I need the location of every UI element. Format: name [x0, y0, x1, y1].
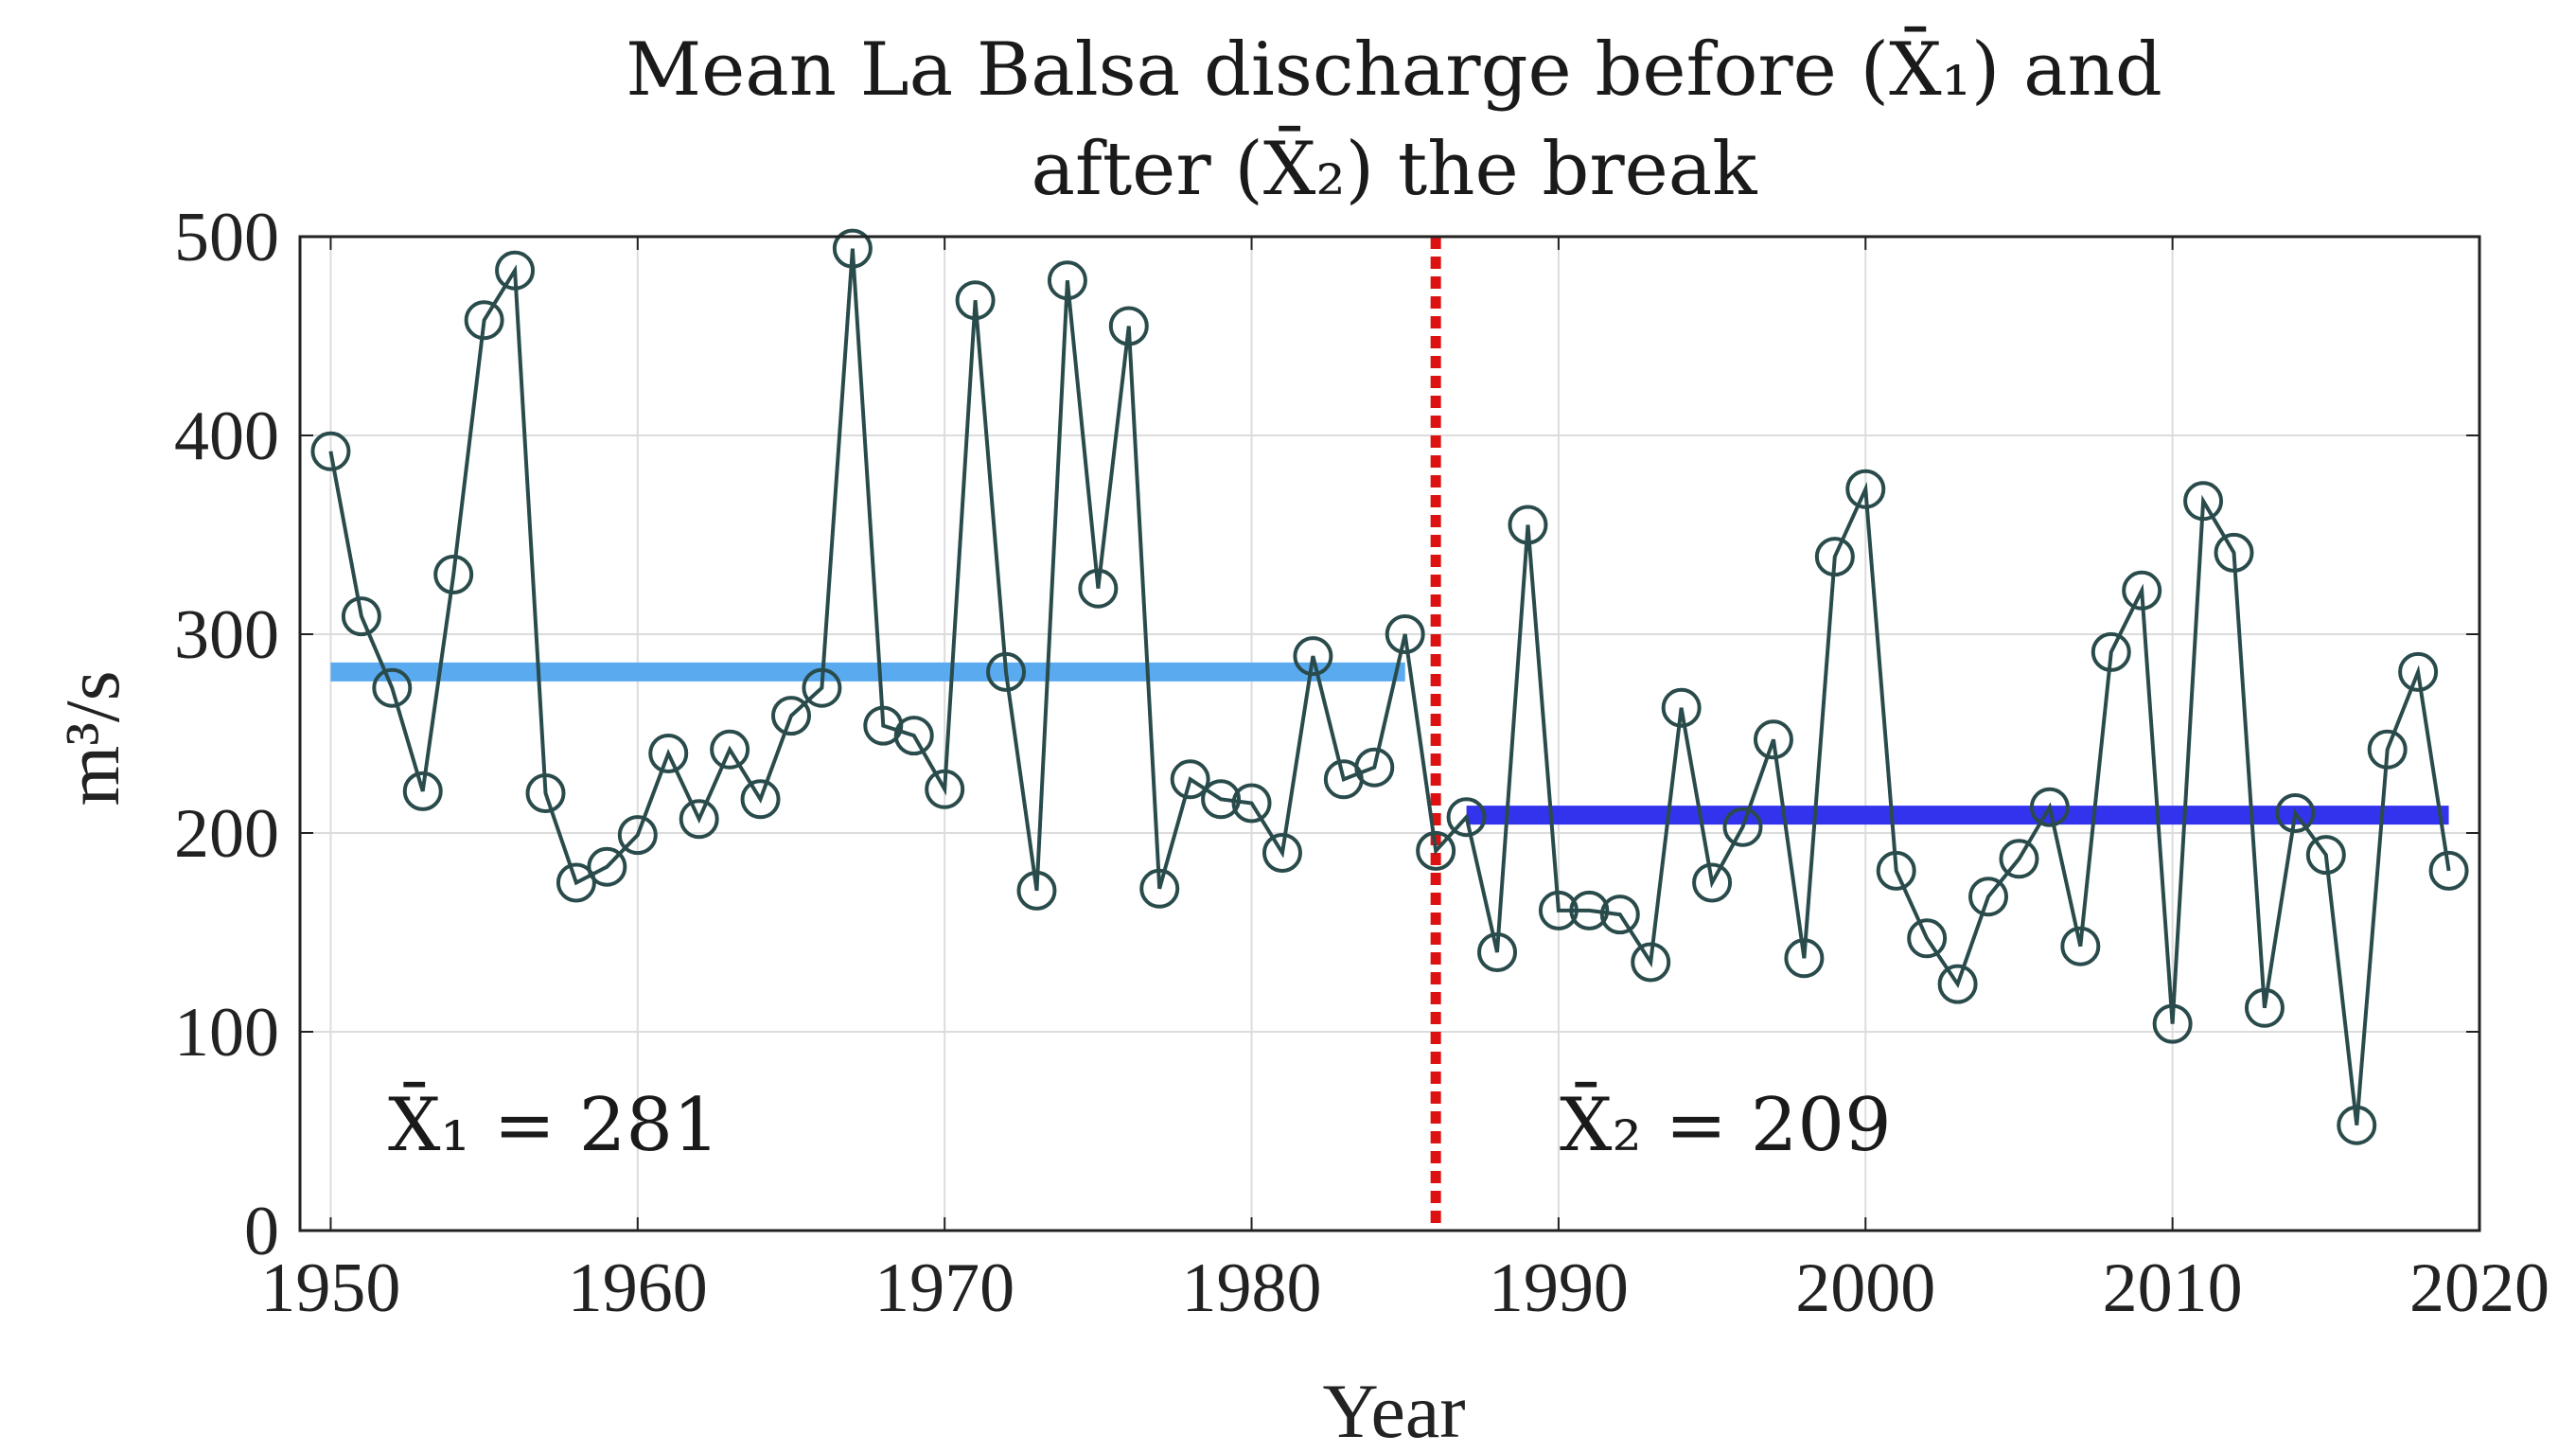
data-point-2002 [1907, 918, 1948, 959]
data-point-1997 [1753, 719, 1793, 760]
data-point-1953 [402, 771, 443, 811]
plot-frame [298, 235, 2481, 1232]
data-point-1967 [832, 228, 873, 269]
data-point-1952 [372, 667, 413, 708]
x-axis-label: Year [1322, 1368, 1465, 1453]
data-point-2019 [2428, 850, 2469, 891]
data-point-2010 [2152, 1003, 2193, 1044]
data-point-2018 [2398, 651, 2439, 692]
x-tick-label: 1990 [1489, 1249, 1629, 1327]
x-tick-label: 1960 [568, 1249, 708, 1327]
x-tick-label: 2010 [2103, 1249, 2243, 1327]
data-point-1975 [1078, 568, 1119, 609]
data-point-1981 [1262, 833, 1302, 873]
data-point-1994 [1661, 687, 1702, 728]
x-tick-label: 1950 [260, 1249, 400, 1327]
data-point-2005 [1999, 839, 2039, 879]
data-point-1955 [464, 300, 504, 341]
data-point-1995 [1692, 862, 1733, 903]
x-tick-label: 2020 [2409, 1249, 2550, 1327]
data-point-2012 [2214, 532, 2254, 573]
data-point-1987 [1446, 797, 1487, 838]
data-point-1990 [1538, 890, 1579, 930]
data-point-1980 [1231, 783, 1272, 824]
mean-before-annotation: X̄₁ = 281 [388, 1081, 720, 1168]
data-point-2008 [2091, 631, 2131, 672]
data-point-1956 [495, 250, 536, 291]
x-tick-label: 1970 [874, 1249, 1015, 1327]
y-axis-ticks: 0 100 200 300 400 500 [174, 199, 2479, 1270]
data-point-2014 [2275, 793, 2316, 833]
y-tick-label: 500 [174, 199, 279, 276]
data-point-1979 [1201, 779, 1242, 820]
data-point-2003 [1937, 964, 1978, 1004]
data-point-2009 [2122, 570, 2162, 611]
mean-after-annotation: X̄₂ = 209 [1560, 1081, 1892, 1168]
data-point-1954 [433, 555, 474, 594]
data-point-1986 [1416, 830, 1456, 871]
data-point-1985 [1385, 614, 1425, 654]
data-point-1998 [1784, 938, 1825, 979]
data-point-1970 [925, 769, 965, 809]
data-point-1965 [770, 696, 811, 736]
data-point-1966 [802, 667, 842, 708]
data-point-2015 [2305, 835, 2346, 876]
data-point-1999 [1814, 537, 1855, 577]
discharge-series [310, 228, 2469, 1145]
data-point-1988 [1477, 932, 1518, 972]
data-point-2017 [2367, 729, 2408, 770]
data-point-1993 [1631, 942, 1671, 983]
data-point-1989 [1508, 505, 1548, 545]
data-point-2006 [2029, 787, 2070, 827]
y-tick-label: 100 [174, 994, 279, 1072]
data-point-1977 [1139, 868, 1180, 909]
x-axis-ticks: 1950 1960 1970 1980 1990 2000 2010 2020 [260, 237, 2550, 1327]
data-point-1992 [1599, 895, 1640, 935]
data-point-2013 [2244, 987, 2285, 1028]
data-point-1984 [1354, 747, 1395, 788]
data-point-2016 [2337, 1105, 2377, 1145]
data-point-1973 [1016, 870, 1057, 911]
data-point-1969 [893, 716, 934, 756]
data-point-2011 [2183, 481, 2224, 522]
data-point-1974 [1047, 260, 1087, 301]
data-point-1971 [955, 280, 996, 321]
data-point-1962 [679, 799, 719, 840]
data-point-1982 [1293, 636, 1333, 677]
data-point-1958 [556, 862, 596, 903]
y-tick-label: 200 [174, 795, 279, 873]
data-point-1951 [341, 596, 381, 637]
series-line [328, 248, 2451, 1125]
data-point-1991 [1569, 890, 1610, 930]
data-point-1976 [1108, 306, 1149, 346]
y-tick-label: 300 [174, 596, 279, 674]
data-point-1961 [648, 734, 689, 773]
chart-title-line1: Mean La Balsa discharge before (X̄₁) and [626, 26, 2162, 113]
y-tick-label: 400 [174, 398, 279, 475]
y-axis-label: m³/s [49, 670, 135, 806]
data-point-1960 [617, 815, 658, 856]
data-point-2007 [2060, 926, 2101, 966]
data-point-1972 [986, 651, 1027, 692]
data-point-2001 [1876, 850, 1916, 891]
data-point-1957 [525, 773, 566, 813]
data-point-1963 [710, 729, 750, 770]
data-point-1959 [587, 846, 627, 887]
chart-title-line2: after (X̄₂) the break [1031, 125, 1757, 212]
y-tick-label: 0 [244, 1193, 279, 1270]
data-point-1978 [1170, 759, 1210, 800]
data-point-1964 [740, 779, 781, 820]
mean-lines [330, 662, 2449, 825]
data-point-2000 [1845, 469, 1886, 509]
data-point-1950 [310, 431, 351, 471]
x-tick-label: 1980 [1182, 1249, 1322, 1327]
data-point-2004 [1968, 877, 2009, 917]
x-tick-label: 2000 [1795, 1249, 1935, 1327]
data-point-1996 [1722, 806, 1763, 847]
